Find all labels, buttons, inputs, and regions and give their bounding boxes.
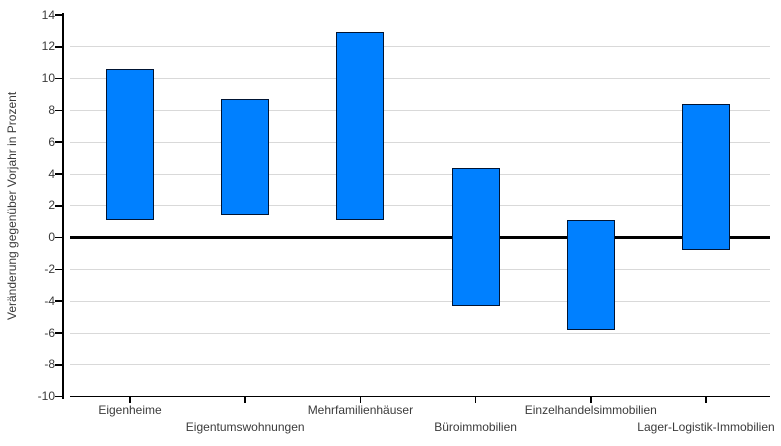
gridline--2: [70, 268, 770, 270]
y-tick--4: [55, 300, 62, 302]
bar-eigenheime: [106, 69, 154, 221]
y-tick-12: [55, 46, 62, 48]
bar-einzelhandelsimmobilien: [566, 220, 615, 330]
x-category-label-büroimmobilien: Büroimmobilien: [434, 419, 517, 434]
y-tick-label--10: -10: [37, 389, 55, 404]
y-tick-4: [55, 173, 62, 175]
x-tick-mehrfamilienhäuser: [359, 397, 362, 404]
y-tick-label--6: -6: [44, 325, 55, 340]
x-tick-büroimmobilien: [474, 397, 477, 404]
gridline-12: [70, 46, 770, 48]
y-tick-label-12: 12: [41, 39, 55, 54]
x-tick-einzelhandelsimmobilien: [590, 397, 592, 404]
y-tick-label--4: -4: [44, 293, 55, 308]
y-axis-title: Veränderung gegenüber Vorjahr in Prozent: [5, 91, 19, 321]
y-tick-label-4: 4: [48, 166, 55, 181]
x-category-label-mehrfamilienhäuser: Mehrfamilienhäuser: [307, 403, 414, 418]
x-category-label-eigenheime: Eigenheime: [98, 403, 162, 418]
x-category-label-einzelhandelsimmobilien: Einzelhandelsimmobilien: [524, 403, 657, 418]
y-tick-6: [55, 141, 62, 143]
bar-mehrfamilienhäuser: [336, 32, 385, 221]
gridline-8: [70, 109, 770, 111]
y-tick--8: [55, 364, 62, 366]
y-tick-label--8: -8: [44, 357, 55, 372]
y-tick-label--2: -2: [44, 261, 55, 276]
bar-büroimmobilien: [451, 167, 500, 306]
y-tick-label-2: 2: [48, 198, 55, 213]
y-tick-label-14: 14: [41, 7, 55, 22]
y-tick--6: [55, 332, 62, 334]
y-tick--10: [55, 395, 62, 398]
gridline--4: [70, 300, 770, 302]
y-tick--2: [55, 268, 62, 271]
y-tick-label-8: 8: [48, 102, 55, 117]
gridline--6: [70, 332, 770, 334]
y-tick-0: [55, 236, 62, 239]
gridline-6: [70, 141, 770, 143]
x-tick-lager-logistik-immobilien: [705, 397, 707, 404]
bar-lager-logistik-immobilien: [682, 104, 730, 251]
y-tick-label-0: 0: [48, 230, 55, 245]
y-tick-8: [55, 109, 62, 112]
x-category-label-lager-logistik-immobilien: Lager-Logistik-Immobilien: [637, 419, 775, 434]
gridline--8: [70, 364, 770, 366]
bar-eigentumswohnungen: [221, 99, 270, 216]
x-axis-line: [70, 395, 770, 398]
y-tick-10: [55, 77, 62, 80]
zero-line: [70, 236, 770, 239]
gridline-10: [70, 78, 770, 80]
y-tick-label-6: 6: [48, 134, 55, 149]
gridline-2: [70, 205, 770, 207]
y-axis-line: [62, 13, 64, 399]
y-tick-14: [55, 14, 62, 16]
x-tick-eigentumswohnungen: [244, 397, 246, 404]
y-tick-label-10: 10: [41, 71, 55, 86]
x-category-label-eigentumswohnungen: Eigentumswohnungen: [185, 419, 305, 434]
gridline-4: [70, 173, 770, 175]
y-tick-2: [55, 205, 62, 207]
x-tick-eigenheime: [129, 397, 131, 404]
